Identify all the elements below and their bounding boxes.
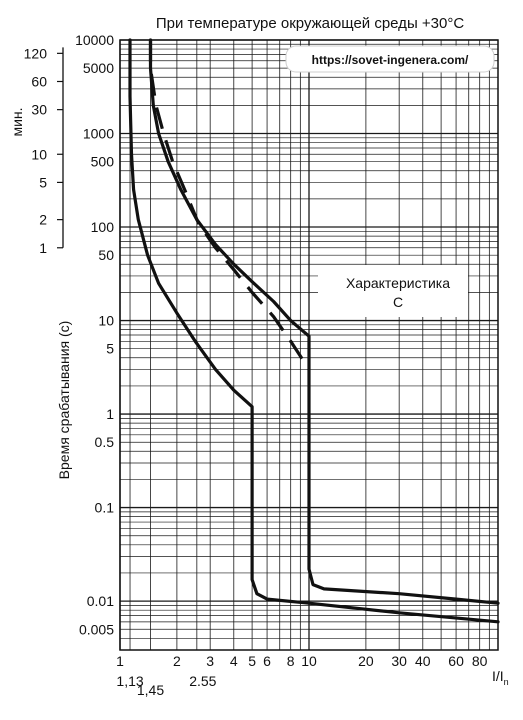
x-axis-title-sub: n — [504, 677, 509, 687]
trip-curve-3 — [148, 40, 311, 371]
x-tick-label: 20 — [358, 653, 374, 669]
x-tick-label: 8 — [287, 653, 295, 669]
x-tick-label: 4 — [230, 653, 238, 669]
annotation-box — [318, 265, 468, 317]
minutes-tick-label: 10 — [31, 146, 47, 162]
minutes-tick-label: 30 — [31, 102, 47, 118]
y-tick-label: 10000 — [75, 32, 114, 48]
y-tick-label: 500 — [91, 154, 115, 170]
y-tick-label: 50 — [98, 247, 114, 263]
x-tick-label-secondary: 1,13 — [116, 673, 143, 689]
overlay: При температуре окружающей среды +30°C h… — [9, 15, 509, 698]
x-tick-label: 60 — [448, 653, 464, 669]
minutes-tick-label: 1 — [39, 240, 47, 256]
minutes-tick-label: 120 — [24, 45, 48, 61]
minutes-tick-label: 60 — [31, 73, 47, 89]
x-axis-title: I/In — [492, 668, 509, 687]
y-tick-label: 100 — [91, 219, 115, 235]
y-tick-label: 0.005 — [79, 621, 114, 637]
x-tick-label: 2 — [173, 653, 181, 669]
y-tick-label: 10 — [98, 313, 114, 329]
x-tick-label: 6 — [263, 653, 271, 669]
y-axis-title: Время срабатывания (с) — [56, 321, 72, 480]
y-tick-label: 1000 — [83, 126, 114, 142]
x-tick-label-secondary: 2.55 — [189, 673, 216, 689]
y-tick-label: 0.01 — [87, 593, 114, 609]
trip-curve-1 — [128, 38, 500, 624]
y-tick-label: 5 — [106, 341, 114, 357]
watermark: https://sovet-ingenera.com/ — [312, 53, 469, 67]
trip-curve-2 — [148, 38, 500, 605]
watermark-box — [285, 45, 495, 73]
plot-border — [119, 39, 499, 651]
x-tick-label: 40 — [415, 653, 431, 669]
y-tick-label: 0.5 — [95, 434, 115, 450]
chart-title: При температуре окружающей среды +30°C — [156, 15, 465, 32]
x-tick-label: 30 — [391, 653, 407, 669]
y-tick-label: 5000 — [83, 60, 114, 76]
x-tick-label: 80 — [472, 653, 488, 669]
annotation-line2: C — [393, 294, 403, 310]
x-tick-label-secondary: 1,45 — [137, 682, 164, 698]
x-tick-label: 5 — [248, 653, 256, 669]
y-tick-label: 1 — [106, 406, 114, 422]
annotation-line1: Характеристика — [346, 275, 450, 291]
minutes-tick-label: 5 — [39, 174, 47, 190]
minutes-tick-label: 2 — [39, 212, 47, 228]
x-tick-label: 1 — [116, 653, 124, 669]
x-tick-label: 3 — [206, 653, 214, 669]
x-axis-title-main: I/I — [492, 668, 504, 684]
y-tick-label: 0.1 — [95, 500, 115, 516]
x-tick-label: 10 — [301, 653, 317, 669]
minutes-label: мин. — [9, 107, 25, 136]
curves — [128, 38, 500, 624]
